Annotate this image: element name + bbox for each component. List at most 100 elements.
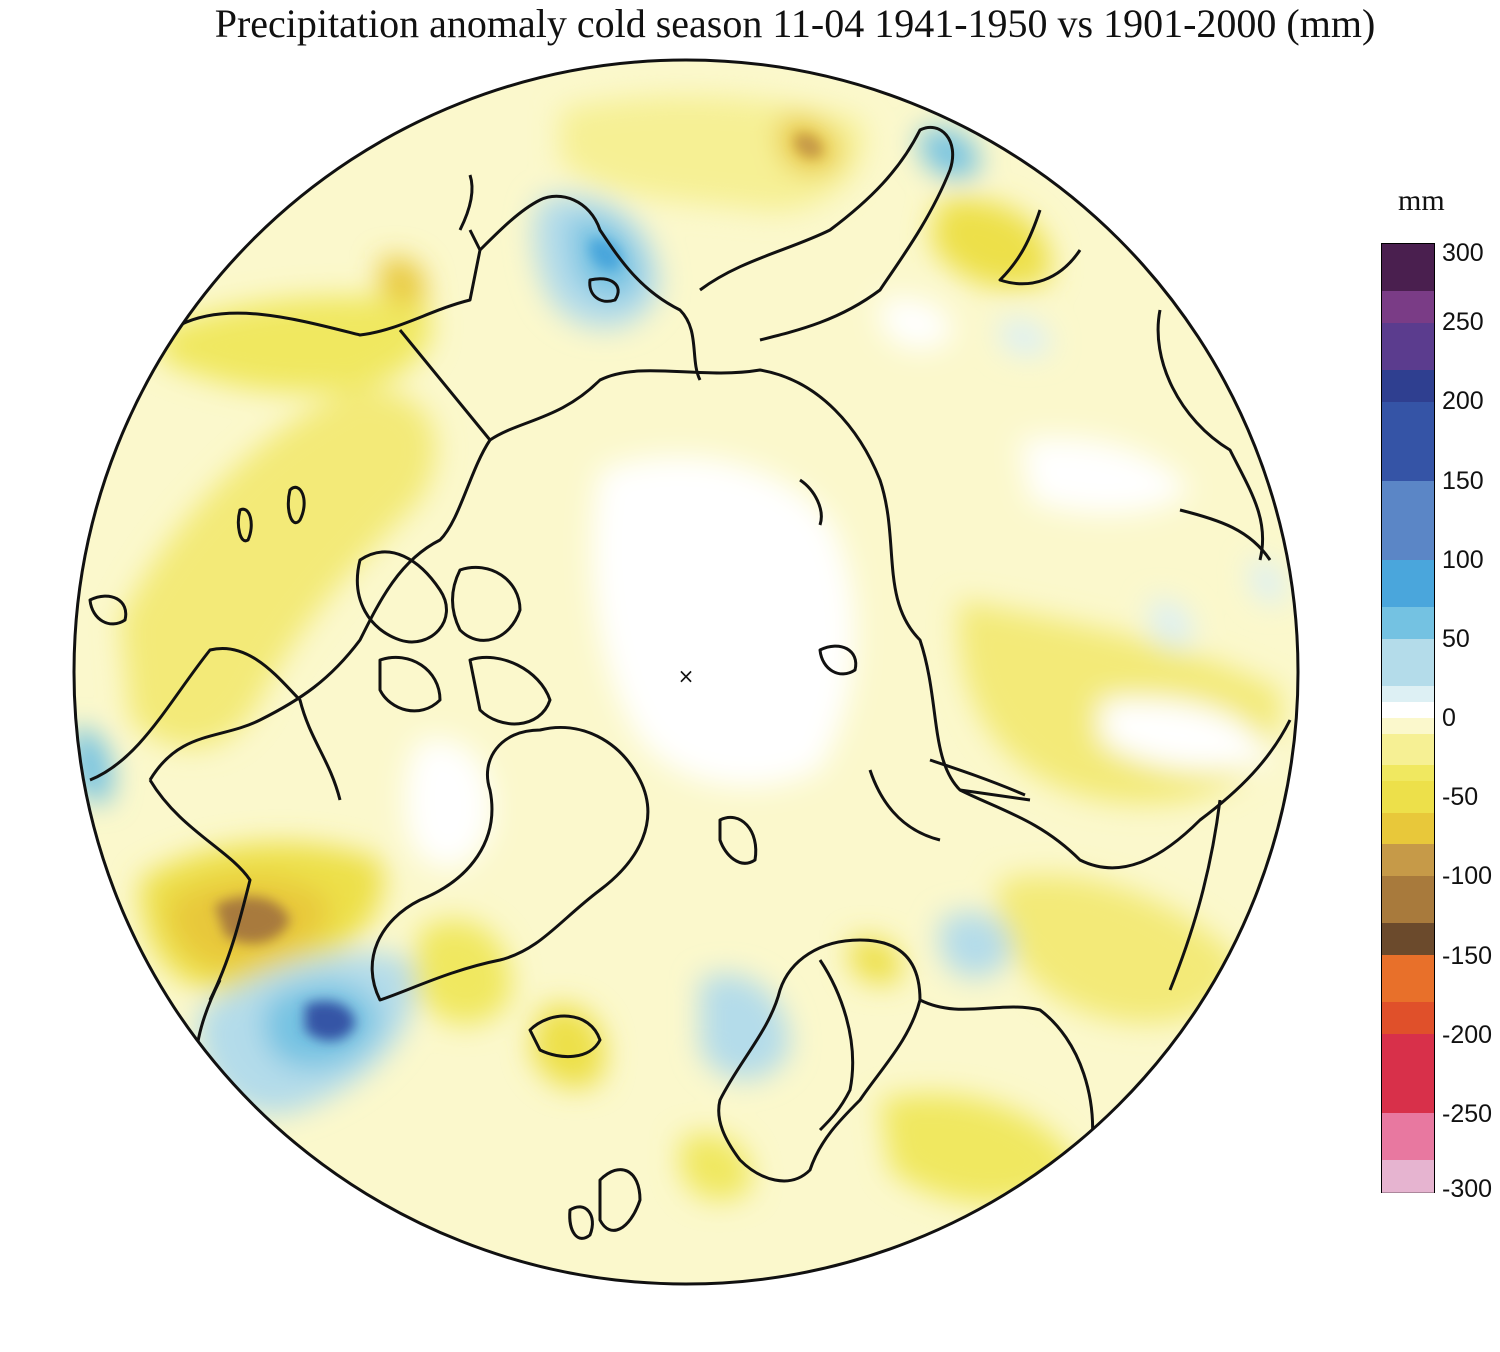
anomaly-region <box>305 1001 355 1041</box>
colorbar-step <box>1382 370 1434 388</box>
north-pole-marker: × <box>678 664 695 688</box>
coastline-ireland <box>568 1205 594 1240</box>
anomaly-region <box>404 738 492 869</box>
coastline-island <box>588 277 620 303</box>
colorbar-step <box>1382 1097 1434 1115</box>
colorbar-step <box>1382 259 1434 278</box>
anomaly-region <box>920 128 979 179</box>
colorbar-step <box>1382 1113 1434 1131</box>
colorbar-step <box>1382 828 1434 846</box>
coastline <box>458 174 474 231</box>
colorbar-step <box>1382 560 1434 578</box>
colorbar-step <box>1382 528 1434 546</box>
coastline-island <box>451 565 522 642</box>
coastline-iceland <box>528 1014 602 1059</box>
colorbar-step <box>1382 244 1434 262</box>
coastline <box>868 769 941 842</box>
coastline-britain <box>598 1168 642 1232</box>
coastline-island <box>236 507 253 543</box>
coastline-svalbard <box>718 815 758 865</box>
coastline <box>799 478 823 526</box>
colorbar-unit-label: mm <box>1398 184 1445 217</box>
colorbar-step <box>1382 986 1434 1004</box>
coastline <box>699 125 955 342</box>
map-boundary-circle <box>72 58 1300 1286</box>
colorbar-step <box>1382 1176 1434 1194</box>
anomaly-region <box>120 388 436 748</box>
coastline-island <box>88 594 128 626</box>
colorbar-step <box>1382 307 1434 325</box>
colorbar-step <box>1382 433 1434 451</box>
colorbar-step <box>1382 402 1434 420</box>
colorbar-step <box>1382 1144 1434 1162</box>
colorbar-step <box>1382 449 1434 467</box>
anomaly-region <box>215 896 290 944</box>
anomaly-region <box>1150 599 1193 649</box>
colorbar-step <box>1382 812 1434 831</box>
coastline <box>1179 508 1272 561</box>
coastline-alaska <box>478 194 702 381</box>
colorbar-step <box>1382 386 1434 404</box>
colorbar-step <box>1382 512 1434 530</box>
colorbar-step <box>1382 623 1434 641</box>
colorbar <box>1381 243 1435 1194</box>
anomaly-region <box>410 919 512 1025</box>
anomaly-region <box>795 133 823 158</box>
colorbar-step <box>1382 718 1434 736</box>
colorbar-step <box>1382 781 1434 799</box>
anomaly-region <box>850 937 902 984</box>
coastline-island <box>286 486 306 524</box>
colorbar-tick-label: 100 <box>1442 545 1484 574</box>
colorbar-step <box>1382 844 1434 862</box>
colorbar-step <box>1382 970 1434 989</box>
anomaly-region <box>997 874 1240 1024</box>
colorbar-step <box>1382 907 1434 925</box>
coastline-island <box>818 644 858 676</box>
colorbar-step <box>1382 338 1434 357</box>
colorbar-tick-label: 200 <box>1442 387 1484 416</box>
colorbar-step <box>1382 291 1434 309</box>
colorbar-tick-label: 50 <box>1442 624 1470 653</box>
anomaly-region <box>1250 559 1286 604</box>
colorbar-tick-label: -200 <box>1442 1020 1493 1049</box>
colorbar-step <box>1382 670 1434 688</box>
colorbar-tick-label: -250 <box>1442 1099 1493 1128</box>
anomaly-region <box>930 198 1052 288</box>
colorbar-step <box>1382 496 1434 515</box>
coastline <box>929 758 1026 797</box>
anomaly-region <box>592 456 856 787</box>
colorbar-step <box>1382 860 1434 878</box>
colorbar-step <box>1382 575 1434 594</box>
colorbar-step <box>1382 686 1434 704</box>
colorbar-tick-label: 150 <box>1442 466 1484 495</box>
coastline <box>959 719 1292 870</box>
anomaly-region <box>380 257 426 304</box>
colorbar-step <box>1382 591 1434 609</box>
coastline <box>148 439 492 781</box>
colorbar-tick-label: -150 <box>1442 941 1493 970</box>
colorbar-tick-label: -300 <box>1442 1175 1493 1203</box>
colorbar-step <box>1382 797 1434 815</box>
coastline-island <box>378 655 442 713</box>
colorbar-step <box>1382 354 1434 372</box>
anomaly-region <box>1020 437 1190 514</box>
colorbar-tick-label: 250 <box>1442 308 1484 337</box>
coastline <box>1168 799 1222 991</box>
anomaly-region <box>530 1004 606 1089</box>
colorbar-step <box>1382 1065 1434 1083</box>
anomaly-region <box>880 1093 1080 1204</box>
colorbar-step <box>1382 654 1434 673</box>
coastline <box>179 229 482 337</box>
anomaly-field: × <box>74 60 1298 1284</box>
colorbar-step <box>1382 1081 1434 1099</box>
anomaly-region <box>700 973 790 1080</box>
colorbar-step <box>1382 876 1434 894</box>
coastline <box>998 209 1082 286</box>
colorbar-step <box>1382 749 1434 767</box>
coastline <box>89 646 342 801</box>
colorbar-step <box>1382 481 1434 499</box>
colorbar-step <box>1382 1049 1434 1068</box>
colorbar-step <box>1382 765 1434 783</box>
coastline <box>1156 309 1265 561</box>
